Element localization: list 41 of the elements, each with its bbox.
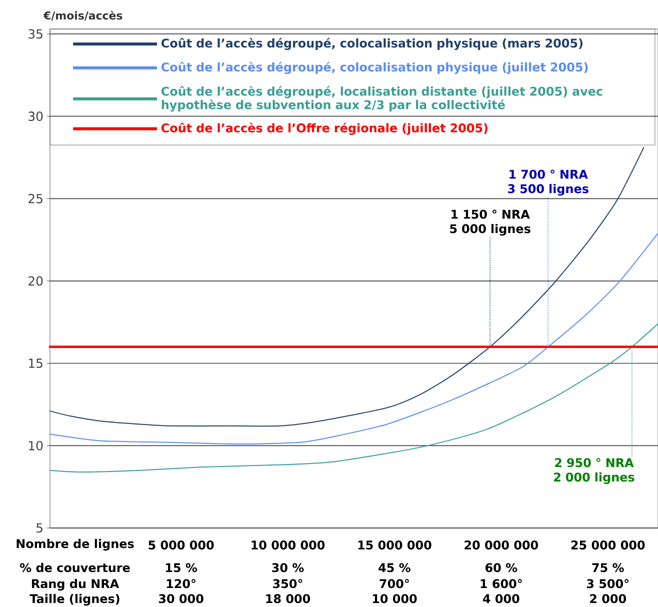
text: 4 000: [482, 594, 520, 604]
text: 75 %: [592, 563, 624, 572]
text: 15 %: [166, 563, 198, 572]
x-tick-label: 10 000 000: [252, 540, 325, 550]
text: 1 600°: [480, 579, 522, 588]
y-tick-label: 30: [28, 112, 43, 121]
text: 10 000: [372, 594, 417, 604]
x-tick-label: 25 000 000: [571, 540, 645, 550]
text: 2 000: [590, 594, 626, 604]
text: % de couverture: [20, 562, 130, 572]
text: 700°: [380, 579, 409, 588]
text: 18 000: [266, 594, 310, 604]
y-tick-label: 10: [29, 440, 43, 450]
text: 45 %: [378, 563, 410, 572]
text: Coût de l’accès dégroupé, colocalisation physique (mars 2005): [161, 38, 582, 50]
text: Coût de l’accès de l’Offre régionale (juillet 2005): [161, 122, 488, 135]
y-axis-title: €/mois/accès: [43, 10, 122, 20]
x-tick-label: 15 000 000: [358, 540, 432, 550]
text: 60 %: [485, 563, 518, 572]
line-series: [50, 323, 658, 473]
annotation: 2 950 ° NRA 2 000 lignes: [554, 458, 634, 484]
text: Rang du NRA: [32, 578, 120, 591]
y-tick-label: 20: [28, 276, 43, 286]
text: Coût de l’accès dégroupé, localisation distante (juillet 2005) avec hypothèse de subvention aux 2/3 par la collectivité: [161, 86, 602, 112]
x-axis-title: Nombre de lignes: [16, 538, 134, 551]
text: 30 %: [272, 563, 304, 572]
text: 120°: [166, 579, 196, 588]
y-tick-label: 25: [28, 194, 42, 204]
y-tick-label: 5: [36, 523, 42, 533]
annotation: 1 700 ° NRA 3 500 lignes: [508, 170, 588, 196]
text: Taille (lignes): [30, 594, 120, 606]
x-tick-label: 20 000 000: [464, 540, 538, 550]
x-tick-label: 5 000 000: [148, 540, 214, 550]
text: Coût de l’accès dégroupé, colocalisation physique (juillet 2005): [161, 62, 588, 74]
text: 3 500°: [586, 579, 629, 588]
y-tick-label: 35: [28, 29, 42, 39]
text: 350°: [273, 579, 302, 588]
text: 30 000: [158, 594, 204, 604]
line-series: [50, 147, 644, 427]
y-tick-label: 15: [29, 358, 42, 368]
annotation: 1 150 ° NRA 5 000 lignes: [450, 210, 530, 236]
